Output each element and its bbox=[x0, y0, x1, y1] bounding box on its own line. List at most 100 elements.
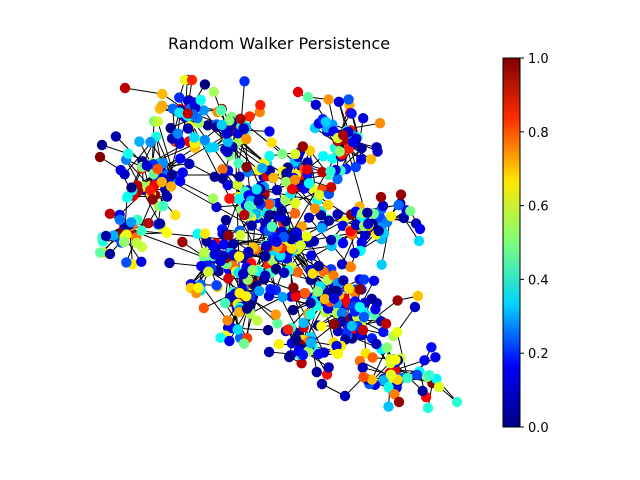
graph-node bbox=[221, 128, 232, 139]
graph-node bbox=[195, 94, 206, 106]
graph-node bbox=[422, 402, 434, 414]
graph-node bbox=[417, 385, 428, 397]
graph-node bbox=[372, 146, 383, 157]
graph-node bbox=[157, 88, 168, 100]
graph-node bbox=[337, 238, 349, 249]
graph-node bbox=[313, 348, 324, 360]
graph-node bbox=[175, 176, 186, 187]
graph-node bbox=[281, 176, 292, 188]
graph-node bbox=[184, 158, 195, 170]
graph-node bbox=[271, 184, 282, 196]
graph-node bbox=[263, 346, 275, 358]
colorbar-tick-label: 1.0 bbox=[528, 52, 549, 67]
graph-node bbox=[164, 257, 175, 269]
graph-node bbox=[123, 148, 134, 159]
graph-node bbox=[368, 275, 380, 286]
graph-node bbox=[220, 214, 232, 226]
graph-node bbox=[199, 79, 211, 90]
graph-node bbox=[289, 174, 301, 186]
graph-edge bbox=[225, 198, 240, 235]
graph-node bbox=[263, 199, 275, 210]
graph-node bbox=[339, 390, 351, 402]
graph-node bbox=[350, 161, 361, 173]
graph-node bbox=[119, 82, 131, 94]
graph-node bbox=[328, 270, 339, 281]
graph-node bbox=[224, 193, 235, 204]
graph-node bbox=[114, 214, 126, 225]
graph-node bbox=[338, 130, 349, 141]
graph-node bbox=[266, 221, 278, 232]
graph-node bbox=[199, 134, 210, 146]
graph-node bbox=[290, 148, 301, 160]
graph-node bbox=[331, 340, 342, 352]
graph-node bbox=[380, 318, 392, 329]
graph-node bbox=[290, 198, 301, 209]
graph-node bbox=[366, 293, 377, 304]
graph-node bbox=[121, 257, 132, 268]
graph-node bbox=[131, 237, 143, 249]
graph-node bbox=[158, 200, 169, 212]
graph-node bbox=[320, 116, 332, 128]
graph-node bbox=[303, 212, 315, 223]
graph-node bbox=[134, 136, 145, 147]
graph-node bbox=[243, 246, 254, 258]
graph-node bbox=[104, 248, 116, 260]
graph-node bbox=[334, 146, 345, 157]
graph-node bbox=[241, 291, 252, 302]
graph-node bbox=[257, 162, 268, 174]
colorbar-tick-label: 0.6 bbox=[528, 200, 549, 215]
graph-node bbox=[313, 260, 324, 272]
graph-node bbox=[414, 223, 426, 235]
graph-node bbox=[338, 275, 349, 286]
graph-node bbox=[235, 113, 246, 125]
graph-node bbox=[241, 303, 253, 314]
graph-node bbox=[390, 354, 401, 365]
colorbar-tick-label: 0.0 bbox=[528, 421, 549, 436]
graph-node bbox=[217, 173, 228, 184]
graph-node bbox=[370, 304, 381, 315]
graph-node bbox=[232, 179, 243, 190]
graph-node bbox=[276, 205, 287, 216]
graph-node bbox=[198, 105, 209, 116]
graph-node bbox=[234, 171, 245, 182]
graph-node bbox=[323, 362, 334, 373]
graph-node bbox=[266, 137, 277, 148]
graph-node bbox=[94, 151, 106, 163]
graph-node bbox=[161, 227, 173, 238]
graph-node bbox=[261, 240, 272, 252]
graph-node bbox=[281, 168, 292, 179]
graph-node bbox=[358, 113, 369, 124]
graph-node bbox=[223, 273, 234, 284]
graph-node bbox=[118, 236, 130, 248]
graph-node bbox=[312, 286, 323, 297]
graph-node bbox=[264, 150, 275, 162]
graph-node bbox=[196, 260, 207, 272]
graph-node bbox=[174, 138, 185, 149]
graph-node bbox=[332, 209, 343, 220]
graph-node bbox=[311, 366, 322, 378]
graph-node bbox=[260, 270, 271, 281]
graph-node bbox=[316, 378, 328, 390]
graph-node bbox=[233, 307, 245, 318]
graph-node bbox=[392, 295, 403, 306]
graph-node bbox=[215, 256, 226, 267]
graph-node bbox=[349, 247, 360, 259]
colorbar-gradient bbox=[502, 57, 521, 428]
graph-node bbox=[327, 153, 338, 164]
graph-node bbox=[305, 337, 317, 349]
graph-node bbox=[253, 195, 264, 207]
graph-node bbox=[383, 382, 394, 393]
graph-edge bbox=[159, 129, 236, 176]
colorbar-ticks: 0.0 0.2 0.4 0.6 0.8 1.0 bbox=[520, 52, 549, 436]
graph-node bbox=[147, 194, 158, 205]
graph-node bbox=[323, 94, 334, 105]
graph-node bbox=[189, 132, 200, 143]
graph-node bbox=[199, 247, 210, 258]
graph-node bbox=[362, 218, 374, 230]
graph-node bbox=[255, 99, 266, 111]
graph-node bbox=[136, 256, 147, 267]
graph-node bbox=[241, 134, 252, 145]
graph-node bbox=[104, 208, 116, 219]
graph-node bbox=[222, 315, 233, 326]
